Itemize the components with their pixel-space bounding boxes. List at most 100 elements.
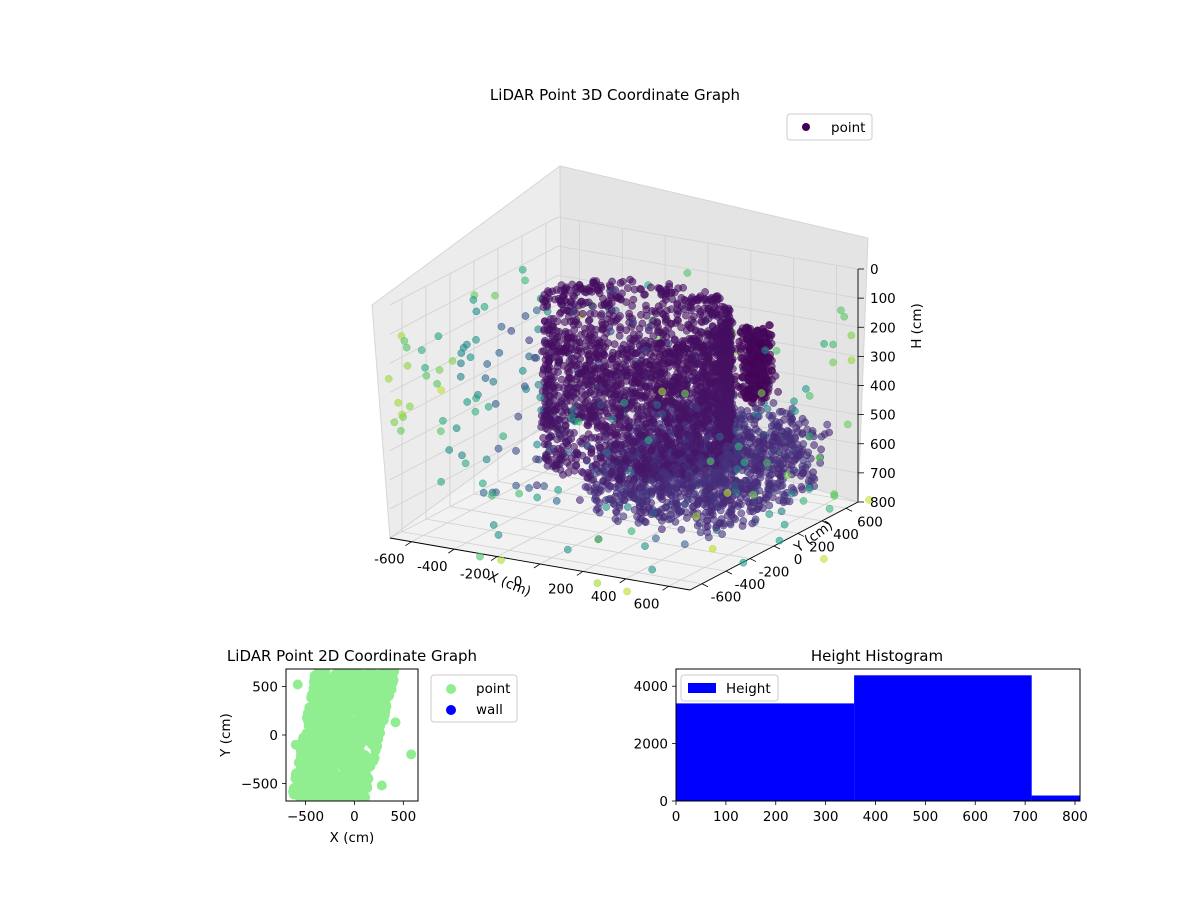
- scatter-point-3d: [677, 323, 685, 332]
- scatter-point-3d: [628, 447, 637, 455]
- scatter-point-3d: [625, 309, 633, 318]
- scatter-point-3d: [472, 307, 481, 316]
- grid-line: [389, 245, 559, 335]
- scatter-point-3d: [494, 444, 503, 453]
- scatter-point-3d: [776, 476, 785, 485]
- scatter-point-3d: [525, 352, 533, 361]
- scatter-point-3d: [847, 356, 856, 365]
- scatter-point-3d: [644, 409, 652, 418]
- scatter-point-3d: [682, 311, 690, 320]
- scatter-point-3d: [620, 440, 629, 448]
- scatter-point-3d: [805, 392, 814, 400]
- scatter-point-3d: [488, 491, 496, 500]
- scatter-point-3d: [804, 477, 813, 485]
- scatter-point-3d: [589, 339, 597, 348]
- scatter-point-3d: [584, 351, 592, 360]
- scatter-point-3d: [458, 451, 466, 460]
- scatter-point-3d: [482, 455, 491, 464]
- scatter-point-3d: [602, 496, 610, 504]
- scatter-point-3d: [716, 506, 725, 515]
- scatter-point-3d: [521, 276, 529, 285]
- scatter-point-3d: [637, 444, 646, 453]
- grid-line: [557, 216, 859, 270]
- scatter-point-3d: [644, 469, 652, 478]
- scatter-point-3d: [595, 433, 604, 441]
- scatter-point-3d: [630, 334, 639, 343]
- scatter-point-3d: [767, 422, 776, 430]
- scatter-point-3d: [748, 360, 757, 369]
- scatter-point-3d: [755, 470, 764, 479]
- scatter-point-3d: [702, 516, 711, 525]
- scatter-point-3d: [710, 426, 718, 435]
- x-tick-label: -600: [374, 552, 405, 568]
- scatter-point-3d: [664, 489, 673, 497]
- scatter-point-3d: [742, 493, 750, 502]
- scatter-point-3d: [591, 460, 600, 469]
- scatter-point-3d: [652, 534, 660, 543]
- scatter-point-3d: [592, 418, 601, 427]
- scatter-point-3d: [690, 388, 699, 397]
- scatter-point-3d: [736, 384, 745, 392]
- scatter-point-3d: [768, 448, 776, 457]
- scatter-point-3d: [778, 407, 786, 416]
- scatter-point-3d: [616, 408, 625, 417]
- scatter-point-3d: [666, 506, 674, 515]
- scatter-point-3d: [600, 333, 609, 342]
- scatter-point-3d: [616, 466, 625, 474]
- x-tick-mark: [576, 571, 584, 576]
- chart-3d-title: LiDAR Point 3D Coordinate Graph: [490, 86, 740, 104]
- scatter-point-3d: [489, 377, 498, 386]
- scatter-point-3d: [515, 489, 523, 498]
- scatter-point-3d: [557, 397, 566, 405]
- scatter-point-3d: [721, 465, 730, 474]
- z-tick-label: 300: [870, 349, 896, 365]
- x-tick-mark: [405, 541, 412, 547]
- scatter-point-3d: [577, 330, 585, 339]
- scatter-point-3d: [718, 454, 726, 463]
- scatter-point-3d: [687, 306, 695, 315]
- y-tick-mark: [773, 545, 781, 550]
- z-tick-label: 100: [870, 291, 896, 307]
- scatter-point-3d: [714, 295, 722, 304]
- scatter-point-3d: [576, 496, 584, 504]
- scatter-point-3d: [562, 437, 570, 446]
- scatter-point-3d: [607, 293, 616, 302]
- scatter-point-3d: [683, 269, 692, 277]
- scatter-point-3d: [725, 496, 733, 505]
- scatter-point-3d: [582, 336, 591, 344]
- scatter-point-3d: [689, 376, 697, 385]
- scatter-point-3d: [549, 381, 557, 390]
- scatter-point-3d: [623, 587, 631, 596]
- scatter-point-3d: [696, 460, 705, 468]
- scatter-point-3d: [681, 488, 689, 497]
- scatter-point-3d: [657, 484, 666, 492]
- scatter-point-3d: [710, 493, 718, 502]
- scatter-point-3d: [469, 296, 478, 304]
- scatter-point-3d: [608, 423, 617, 432]
- scatter-point-3d: [817, 445, 825, 454]
- scatter-point-3d: [677, 302, 686, 310]
- scatter-point-3d: [810, 441, 818, 449]
- scatter-point-3d: [655, 472, 663, 481]
- scatter-point-3d: [481, 374, 490, 382]
- scatter-point-3d: [774, 423, 783, 432]
- scatter-point-3d: [671, 336, 679, 345]
- scatter-point-3d: [699, 348, 707, 357]
- scatter-point-3d: [627, 490, 636, 498]
- scatter-point-3d: [732, 427, 741, 436]
- scatter-point-3d: [421, 363, 429, 372]
- scatter-point-3d: [614, 483, 623, 492]
- scatter-point-3d: [708, 544, 717, 553]
- scatter-point-3d: [604, 339, 613, 347]
- x-tick-mark: [619, 578, 626, 584]
- scatter-point-3d: [610, 340, 619, 348]
- scatter-point-3d: [512, 481, 520, 490]
- scatter-point-3d: [791, 407, 799, 415]
- scatter-point-3d: [677, 525, 686, 534]
- scatter-point-3d: [417, 346, 426, 354]
- scatter-point-3d: [681, 389, 689, 398]
- scatter-point-3d: [654, 441, 663, 449]
- scatter-point-3d: [581, 398, 590, 407]
- scatter-point-3d: [820, 339, 828, 348]
- y-tick-label: -200: [759, 565, 790, 581]
